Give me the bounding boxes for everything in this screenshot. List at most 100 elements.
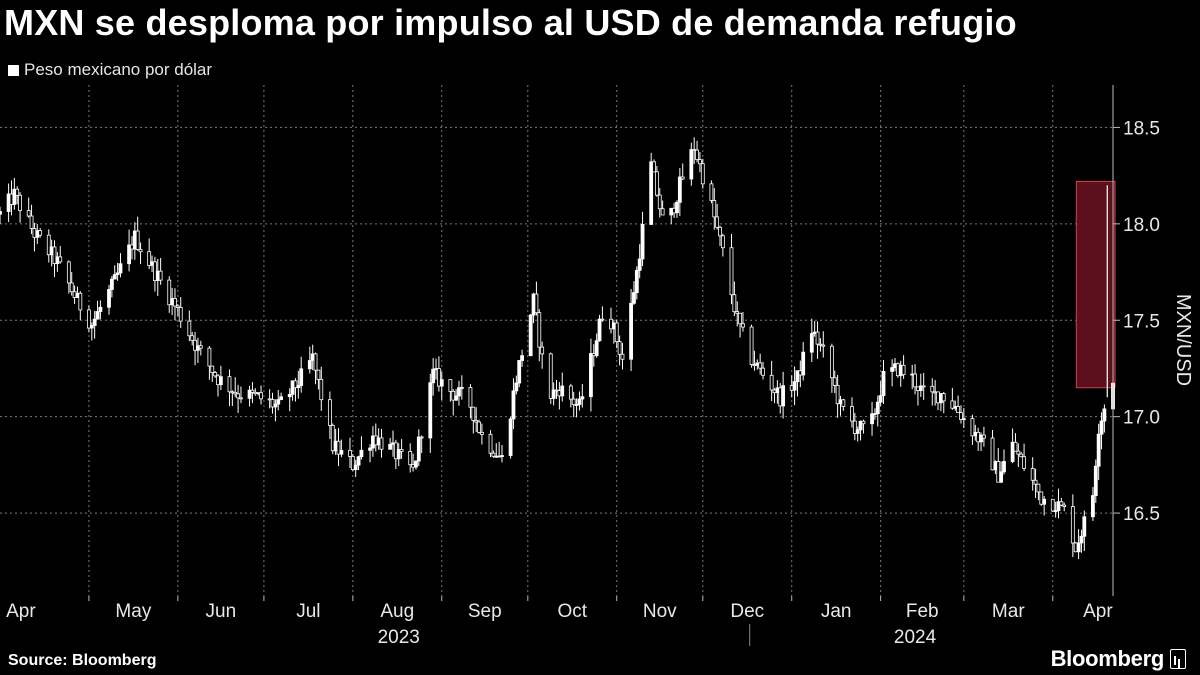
candle [98, 300, 103, 320]
candle-body [809, 333, 814, 353]
candle-body [758, 362, 763, 369]
candle [873, 408, 877, 420]
candle-body [761, 367, 765, 376]
candle-body [339, 450, 344, 455]
candle [568, 383, 573, 408]
candle-body [835, 384, 840, 405]
candle [921, 372, 926, 400]
candle-body [350, 455, 355, 471]
candle [815, 321, 820, 359]
candle [408, 443, 413, 473]
x-month-label: Jun [206, 601, 237, 622]
candle-body [259, 392, 263, 400]
candle-body [431, 368, 436, 384]
candle-body [700, 163, 705, 185]
candle [468, 384, 473, 419]
candle-body [414, 460, 418, 468]
x-month-label: Feb [906, 601, 939, 622]
candle [1030, 457, 1035, 491]
candle [173, 288, 177, 321]
candle [632, 281, 636, 305]
x-month-label: Aug [380, 601, 414, 622]
candle [749, 324, 754, 368]
candle [841, 398, 846, 411]
candle-body [1013, 441, 1018, 452]
candle [428, 373, 433, 454]
candle-body [1033, 479, 1038, 485]
candle-body [1022, 456, 1026, 469]
candle [652, 159, 656, 173]
candle [15, 186, 20, 205]
candle-body [801, 351, 806, 376]
candle [175, 303, 180, 317]
candle-body [307, 360, 312, 370]
candle [253, 388, 258, 396]
candle-body [941, 393, 946, 402]
candle [66, 260, 71, 294]
candle [1016, 443, 1021, 468]
candle-body [875, 401, 880, 415]
candle-body [930, 385, 935, 393]
candle [560, 372, 565, 402]
candle [273, 399, 278, 422]
candle [1013, 433, 1018, 452]
candle-body [299, 368, 304, 386]
candle-body [841, 399, 846, 407]
candle-body [979, 434, 983, 443]
candle [247, 385, 252, 407]
candle [491, 450, 496, 458]
candle-body [471, 406, 476, 421]
candle-body [12, 188, 17, 205]
candle [210, 365, 215, 382]
candle [918, 373, 923, 397]
candle [12, 177, 17, 210]
candle [190, 331, 195, 346]
candle-body [858, 420, 863, 431]
candle-body [78, 292, 83, 311]
candle-body [712, 200, 717, 218]
candle-body [852, 420, 857, 434]
candle [276, 390, 281, 411]
candle-body [1076, 542, 1081, 553]
candle [729, 234, 734, 305]
candle [781, 371, 786, 419]
candle-body [818, 343, 823, 346]
candle-layer [0, 137, 1115, 560]
candle-body [689, 149, 694, 180]
candle-body [147, 251, 152, 266]
candle-body [1053, 510, 1058, 513]
candle-body [901, 364, 906, 376]
candle-body [654, 171, 659, 196]
candle [982, 426, 986, 447]
candle [1042, 496, 1047, 516]
candle-body [416, 436, 421, 462]
candle-body [480, 431, 484, 435]
axis-layer: 16.5 17.0 17.5 18.0 18.5 MXN/USD Apr May Jun Jul A… [6, 85, 1194, 648]
candle [87, 305, 91, 333]
candle [471, 406, 476, 434]
candle [46, 229, 51, 263]
candle [58, 246, 63, 264]
candle-body [135, 230, 140, 250]
candle-body [247, 389, 252, 399]
candle-body [1042, 498, 1047, 505]
candle-body [313, 353, 318, 371]
x-month-label: Apr [6, 601, 36, 622]
candle-body [749, 326, 754, 366]
candle [695, 140, 699, 163]
candle-body [815, 331, 820, 345]
candle [359, 436, 364, 460]
candle [852, 412, 857, 441]
candle-body [600, 318, 605, 321]
candle [580, 383, 585, 408]
candle-body [379, 437, 384, 450]
candle [718, 225, 722, 247]
candle-body [1079, 535, 1084, 544]
candle-body [959, 412, 963, 420]
candle [537, 309, 542, 362]
candle [520, 349, 524, 368]
candle [594, 333, 599, 358]
candle [809, 318, 814, 362]
candle-body [178, 307, 183, 322]
